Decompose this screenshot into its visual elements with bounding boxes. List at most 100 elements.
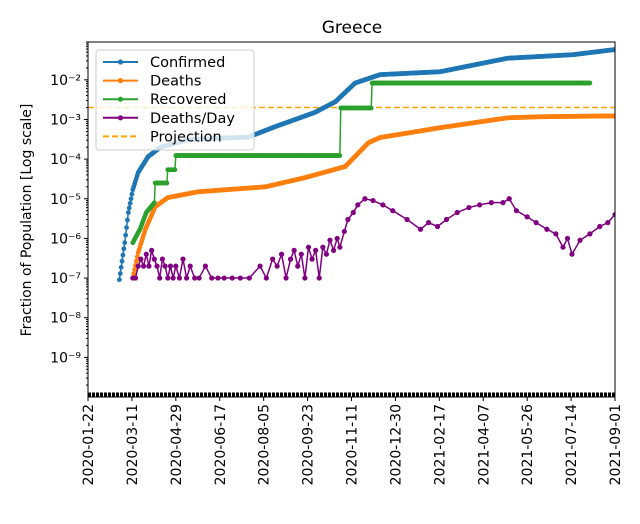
x-tick-label: 2020-01-22 — [81, 404, 97, 485]
legend-entry: Projection — [103, 129, 222, 145]
x-tick-label: 2021-09-01 — [608, 404, 624, 485]
chart-title: Greece — [322, 18, 383, 38]
legend-label: Recovered — [150, 92, 226, 108]
y-tick-label: 10⁻⁹ — [50, 350, 81, 366]
data-point — [488, 200, 494, 206]
data-point — [209, 275, 215, 281]
data-point — [334, 235, 340, 242]
y-tick-label: 10⁻² — [50, 73, 81, 89]
legend-label: Projection — [150, 129, 222, 145]
data-point — [513, 208, 520, 214]
series-deaths-day — [130, 196, 615, 281]
data-point — [257, 263, 263, 269]
legend-entry: Deaths — [103, 74, 201, 90]
data-point — [129, 191, 135, 197]
data-point — [605, 220, 611, 226]
data-point — [151, 256, 157, 262]
y-tick-label: 10⁻⁶ — [50, 231, 81, 247]
legend-marker — [117, 96, 124, 102]
data-point — [246, 275, 252, 281]
data-point — [425, 220, 432, 226]
legend-box — [95, 49, 255, 151]
y-tick-label: 10⁻³ — [50, 112, 81, 128]
legend-label: Deaths — [150, 74, 201, 90]
data-point — [587, 231, 593, 237]
data-point — [180, 256, 186, 262]
data-point — [274, 263, 280, 269]
y-tick-label: 10⁻⁷ — [50, 271, 81, 287]
data-point — [278, 251, 285, 257]
data-point — [309, 256, 315, 262]
data-point — [183, 275, 190, 281]
x-tick-label: 2021-05-26 — [520, 404, 536, 485]
x-tick-label: 2020-04-29 — [169, 404, 185, 485]
data-point — [173, 263, 179, 269]
x-tick-label: 2020-06-17 — [213, 404, 229, 485]
data-point — [221, 275, 227, 281]
data-point — [116, 277, 122, 283]
data-point — [121, 246, 127, 252]
data-point — [237, 275, 243, 281]
series-deaths — [130, 113, 615, 281]
x-tick-label: 2020-12-30 — [388, 404, 404, 485]
data-point — [119, 258, 125, 264]
data-point — [151, 200, 157, 206]
data-point — [345, 216, 351, 223]
data-point — [170, 275, 176, 281]
data-point — [291, 247, 297, 253]
data-point — [202, 263, 209, 269]
y-tick-label: 10⁻⁵ — [50, 192, 81, 208]
y-axis-label: Fraction of Population [Log scale] — [19, 104, 35, 337]
x-tick-label: 2021-04-07 — [476, 404, 492, 485]
data-point — [404, 216, 410, 223]
y-axis: 10⁻² 10⁻³ 10⁻⁴ 10⁻⁵ 10⁻⁶ 10⁻⁷ 10⁻⁸ 10⁻⁹ — [50, 41, 88, 386]
y-tick-label: 10⁻⁸ — [50, 311, 81, 327]
x-tick-label: 2020-11-11 — [345, 404, 361, 485]
data-point — [577, 237, 583, 243]
data-point — [337, 153, 343, 158]
legend-entry: Recovered — [103, 92, 226, 108]
data-point — [569, 251, 575, 257]
data-point — [553, 231, 559, 237]
data-point — [162, 263, 168, 269]
data-point — [192, 275, 198, 281]
data-point — [466, 204, 472, 211]
data-point — [417, 226, 424, 232]
data-point — [323, 251, 330, 257]
data-point — [302, 275, 308, 281]
data-point — [454, 209, 460, 216]
data-point — [327, 237, 333, 243]
data-point — [443, 216, 450, 223]
data-point — [126, 205, 132, 211]
data-point — [612, 47, 615, 52]
data-point — [587, 80, 593, 86]
legend-label: Confirmed — [150, 55, 225, 71]
data-point — [187, 263, 193, 269]
data-point — [362, 196, 368, 202]
data-point — [215, 275, 221, 281]
data-point — [196, 275, 202, 281]
x-tick-label: 2021-07-14 — [564, 404, 580, 485]
data-point — [506, 196, 512, 202]
legend-marker — [117, 78, 124, 84]
data-point — [544, 226, 550, 232]
data-point — [380, 202, 386, 208]
legend-entry: Deaths/Day — [103, 111, 235, 127]
data-point — [355, 202, 361, 208]
data-point — [176, 275, 183, 281]
series-recovered — [130, 80, 593, 246]
data-point — [159, 256, 165, 262]
data-point — [560, 244, 566, 250]
data-point — [157, 275, 163, 281]
legend-marker — [117, 115, 124, 121]
x-tick-label: 2021-02-17 — [432, 404, 448, 485]
data-point — [524, 214, 530, 220]
data-point — [298, 251, 304, 257]
data-point — [132, 275, 139, 281]
data-point — [341, 228, 347, 235]
data-point — [337, 244, 343, 250]
legend-entry: Confirmed — [103, 55, 225, 71]
data-point — [316, 275, 322, 281]
y-tick-label: 10⁻⁴ — [50, 152, 81, 168]
